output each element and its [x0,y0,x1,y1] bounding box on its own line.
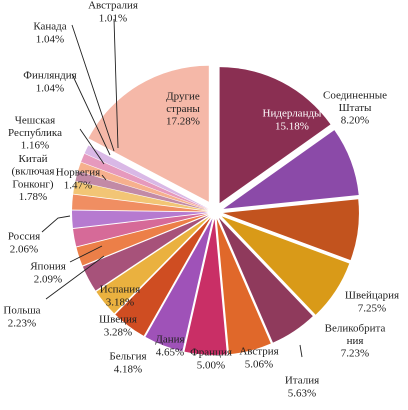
slice-name-label: (включая [12,166,55,178]
leader-line [45,255,105,300]
slice-name-label: Австралия [88,0,138,12]
slice-name-label: Франция [190,347,232,359]
slice-name-label: Австрия [239,346,278,358]
pie-slice [81,153,209,210]
slice-name-label: Нидерланды [263,108,323,120]
slice-value-label: 3.18% [106,296,134,308]
leader-line [69,245,103,263]
pie-slice [219,67,331,204]
leader-line [71,24,115,152]
pie-slice [115,217,211,336]
leader-line [299,344,303,358]
leader-line [101,174,107,181]
slice-name-label: Польша [3,305,40,317]
slice-name-label: страны [166,103,200,115]
slice-name-label: Штаты [339,102,372,114]
pie-slice [223,130,359,209]
slice-value-label: 4.18% [114,363,142,375]
slice-value-label: 5.00% [197,359,225,371]
pie-slice [221,216,350,315]
leader-line [41,215,71,233]
slice-name-label: Другие [166,90,200,102]
leader-line [79,128,105,165]
slice-name-label: Швеция [99,314,137,326]
slice-value-label: 7.25% [358,302,386,314]
slice-value-label: 5.06% [245,358,273,370]
slice-value-label: 3.28% [104,326,132,338]
pie-slice [72,194,209,212]
slice-value-label: 8.20% [341,115,369,127]
slice-value-label: 1.04% [36,82,64,94]
slice-value-label: 2.09% [34,273,62,285]
slice-name-label: Китай [19,153,48,165]
slice-value-label: 1.78% [19,191,47,203]
pie-slice [82,215,209,291]
slice-value-label: 1.47% [64,179,92,191]
slice-value-label: 1.01% [99,12,127,24]
slice-name-label: Испания [100,284,140,296]
pie-slice [145,218,213,352]
pie-slice [84,145,209,209]
pie-slice [78,162,209,210]
slice-name-label: Италия [285,375,319,387]
slice-value-label: 2.06% [10,243,38,255]
slice-value-label: 2.23% [8,317,36,329]
pie-slice [218,217,313,343]
slice-name-label: Гонконг) [12,178,53,190]
pie-slice [75,171,209,211]
leader-line [113,18,119,149]
slice-name-label: Швейцария [345,290,399,302]
slice-value-label: 15.18% [275,120,309,132]
slice-name-label: Республика [8,127,62,139]
pie-slice [76,214,209,266]
slice-value-label: 7.23% [341,348,369,360]
slice-name-label: Бельгия [109,351,146,363]
slice-name-label: Канада [33,21,66,33]
slice-name-label: Соединенные [323,89,387,101]
slice-name-label: Великобрита [325,322,386,334]
pie-slice [73,213,209,247]
slice-value-label: 4.65% [156,346,184,358]
slice-value-label: 5.63% [288,387,316,399]
slice-name-label: ния [347,335,364,347]
slice-name-label: Дания [155,334,184,346]
pie-slice [72,210,209,229]
slice-name-label: Чешская [15,114,56,126]
slice-value-label: 17.28% [166,116,200,128]
slice-name-label: Россия [8,231,40,243]
slice-name-label: Япония [30,261,66,273]
pie-slice [73,181,209,211]
pie-slice [184,218,227,355]
slice-name-label: Норвегия [56,167,100,179]
pie-slice [216,218,271,355]
pie-slice [88,65,209,202]
slice-name-label: Финляндия [23,70,76,82]
slice-value-label: 1.04% [36,33,64,45]
slice-value-label: 1.16% [21,140,49,152]
pie-slice [222,199,359,261]
pie-slice [96,216,210,314]
leader-line [71,73,111,156]
